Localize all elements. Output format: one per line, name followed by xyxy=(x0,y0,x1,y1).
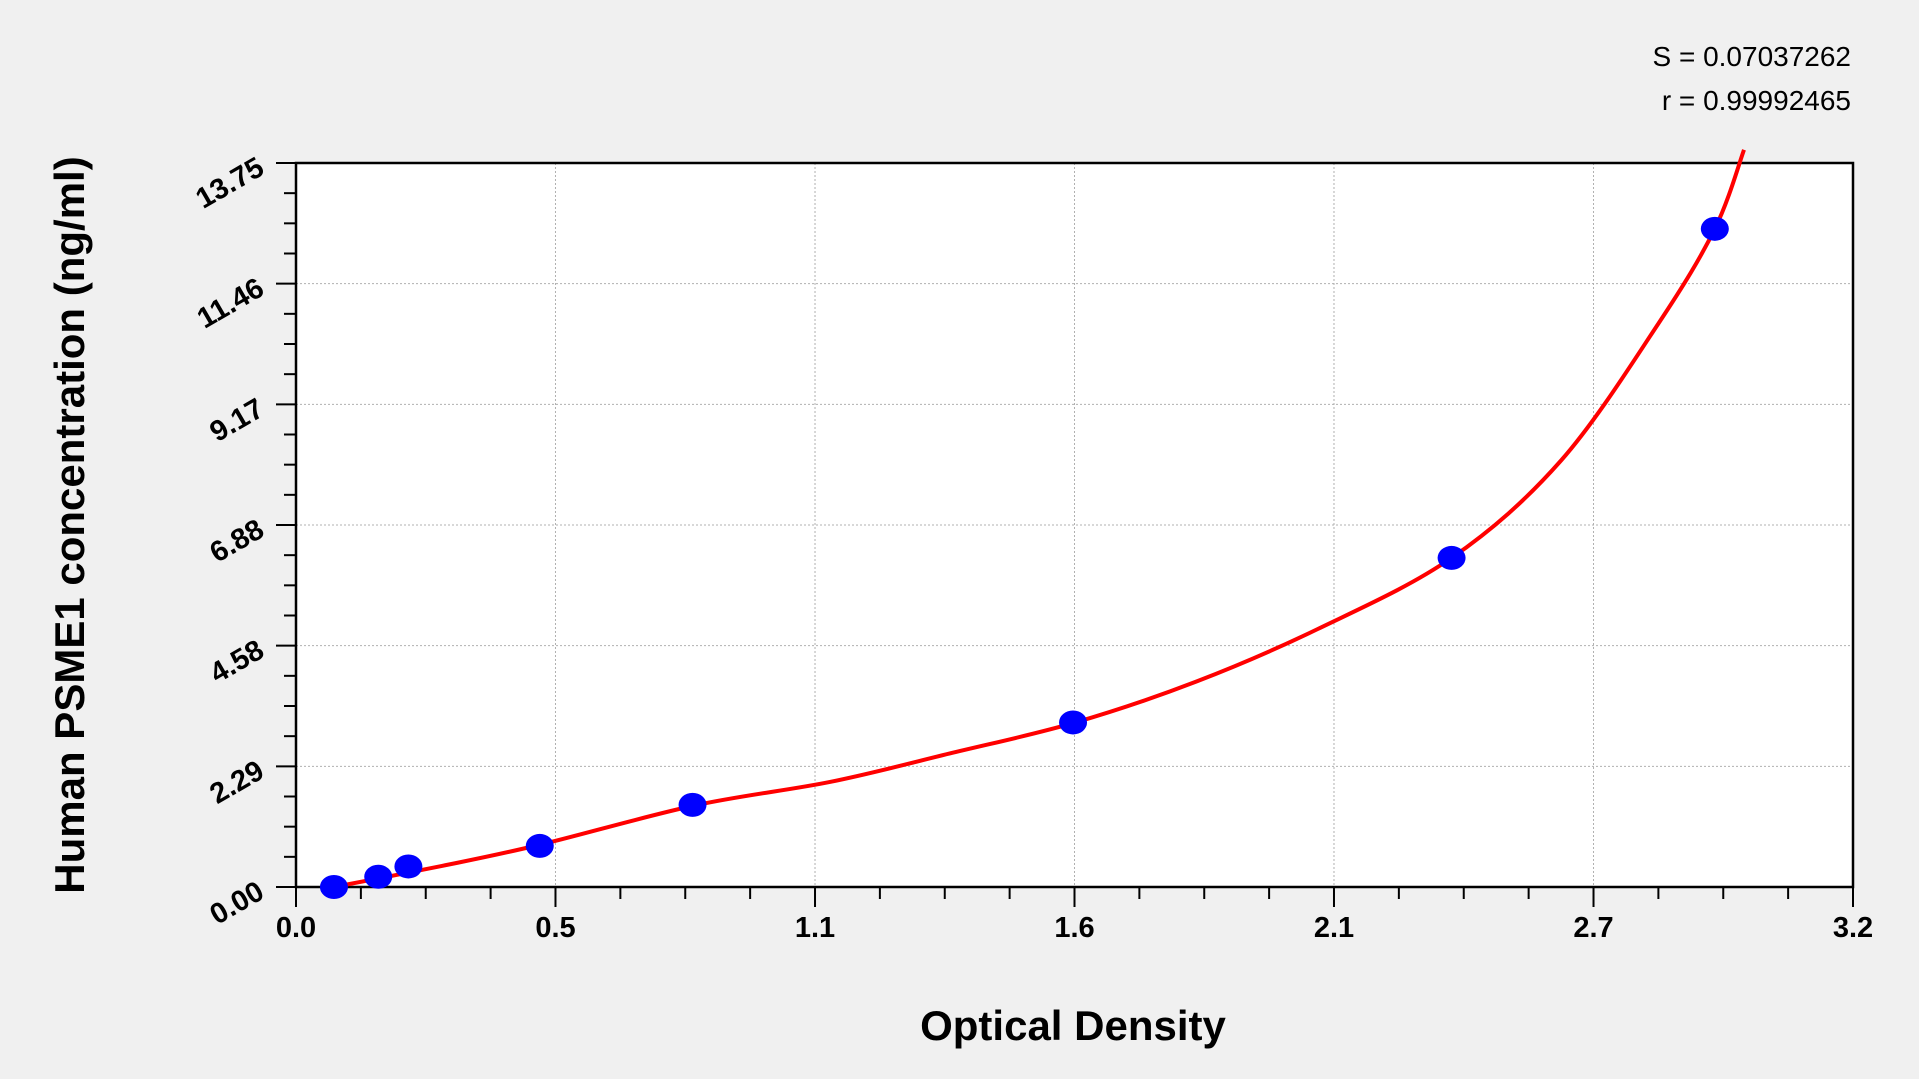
x-axis-title: Optical Density xyxy=(920,1002,1226,1049)
y-tick-label: 9.17 xyxy=(205,393,270,449)
x-tick-label: 0.5 xyxy=(535,912,575,944)
data-point xyxy=(319,875,348,899)
data-point xyxy=(394,854,423,879)
y-tick-label: 0.00 xyxy=(205,875,270,931)
data-point xyxy=(364,864,393,889)
y-axis-title: Human PSME1 concentration (ng/ml) xyxy=(46,156,93,893)
gridlines xyxy=(296,163,1853,887)
x-tick-label: 1.1 xyxy=(795,912,835,944)
data-point xyxy=(1437,545,1466,570)
data-point xyxy=(1059,710,1088,735)
fit-curve xyxy=(333,149,1746,889)
x-tick-label: 1.6 xyxy=(1054,912,1094,944)
plot-frame xyxy=(294,161,1855,889)
y-tick-label: 13.75 xyxy=(191,151,270,215)
x-tick-label: 0.0 xyxy=(276,912,316,944)
y-tick-label: 2.29 xyxy=(205,755,270,811)
y-tick-label: 6.88 xyxy=(205,513,270,569)
data-point xyxy=(678,792,707,817)
stat-s: S = 0.07037262 xyxy=(1652,41,1851,72)
data-point xyxy=(525,833,554,858)
x-tick-label: 2.1 xyxy=(1314,912,1354,944)
x-tick-label: 2.7 xyxy=(1573,912,1613,944)
y-tick-label: 4.58 xyxy=(205,634,270,690)
stat-r: r = 0.99992465 xyxy=(1662,85,1851,116)
x-tick-label: 3.2 xyxy=(1833,912,1873,944)
data-points xyxy=(319,216,1729,899)
data-point xyxy=(1700,216,1729,241)
y-tick-label: 11.46 xyxy=(192,272,269,335)
